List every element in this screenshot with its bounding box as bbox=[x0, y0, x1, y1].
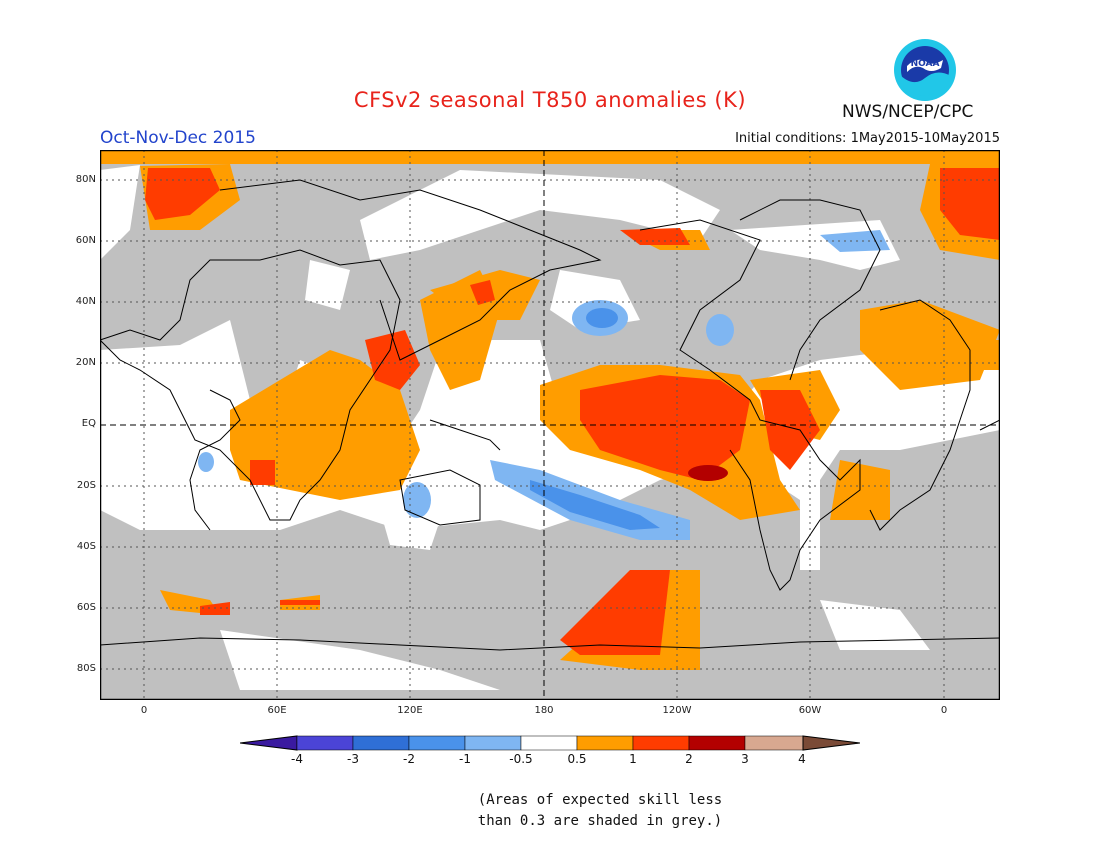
skill-note-line1: (Areas of expected skill less bbox=[477, 792, 723, 808]
lon-label: 60W bbox=[798, 705, 822, 716]
skill-note-line2: than 0.3 are shaded in grey.) bbox=[477, 813, 723, 829]
colorbar-tick: -4 bbox=[291, 752, 303, 766]
colorbar-tick: 3 bbox=[741, 752, 749, 766]
agency-label: NWS/NCEP/CPC bbox=[842, 102, 974, 122]
colorbar-swatch bbox=[576, 735, 634, 751]
lon-label: 60E bbox=[267, 705, 287, 716]
lon-label: 0 bbox=[140, 705, 148, 716]
colorbar-tick: 0.5 bbox=[567, 752, 587, 766]
equator-dateline bbox=[100, 150, 1000, 700]
colorbar-tick: -3 bbox=[347, 752, 359, 766]
lat-label: 80S bbox=[76, 663, 96, 674]
colorbar-swatch bbox=[352, 735, 410, 751]
colorbar-tick: -0.5 bbox=[509, 752, 533, 766]
colorbar-tick: 1 bbox=[629, 752, 637, 766]
season-label: Oct-Nov-Dec 2015 bbox=[100, 128, 256, 148]
lat-label: 40S bbox=[76, 541, 96, 552]
colorbar-swatch bbox=[520, 735, 578, 751]
lat-label: 20N bbox=[75, 357, 96, 368]
colorbar-swatch bbox=[744, 735, 804, 751]
colorbar-swatch bbox=[408, 735, 466, 751]
lon-label: 120E bbox=[397, 705, 423, 716]
lat-label: 60S bbox=[76, 602, 96, 613]
graticule bbox=[100, 150, 1000, 700]
colorbar bbox=[239, 735, 861, 775]
lat-label: 40N bbox=[75, 296, 96, 307]
colorbar-swatch bbox=[688, 735, 746, 751]
darkred-regions bbox=[688, 465, 728, 481]
coastlines bbox=[99, 179, 1001, 651]
lon-label: 120W bbox=[662, 705, 692, 716]
blue-regions bbox=[530, 308, 660, 530]
colorbar-arrow-left bbox=[239, 735, 298, 751]
colorbar-swatch bbox=[464, 735, 522, 751]
lat-label: 80N bbox=[75, 174, 96, 185]
colorbar-tick: 2 bbox=[685, 752, 693, 766]
initial-conditions-label: Initial conditions: 1May2015-10May2015 bbox=[735, 131, 1000, 146]
colorbar-swatch bbox=[296, 735, 354, 751]
noaa-logo: NOAA bbox=[893, 38, 957, 102]
colorbar-tick: -1 bbox=[459, 752, 471, 766]
lat-label: EQ bbox=[81, 418, 96, 429]
colorbar-swatch bbox=[632, 735, 690, 751]
lon-label: 0 bbox=[940, 705, 948, 716]
red-regions bbox=[145, 168, 1000, 655]
anomaly-map bbox=[99, 149, 1001, 701]
colorbar-tick: 4 bbox=[798, 752, 806, 766]
lon-label: 180 bbox=[534, 705, 554, 716]
colorbar-tick: -2 bbox=[403, 752, 415, 766]
colorbar-arrow-right bbox=[802, 735, 861, 751]
lat-label: 20S bbox=[76, 480, 96, 491]
chart-title: CFSv2 seasonal T850 anomalies (K) bbox=[353, 88, 747, 112]
svg-text:NOAA: NOAA bbox=[911, 59, 940, 69]
lat-label: 60N bbox=[75, 235, 96, 246]
